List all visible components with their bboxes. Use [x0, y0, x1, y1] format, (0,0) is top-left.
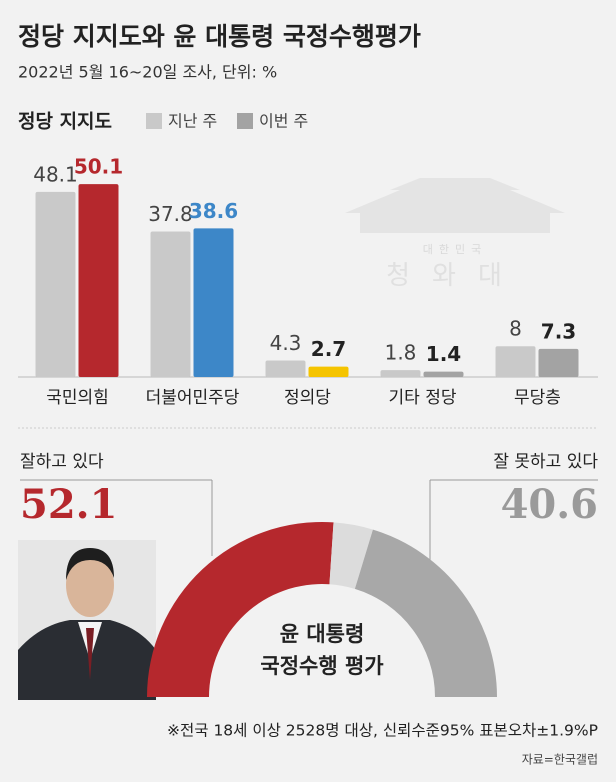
value-label: 48.1 [33, 162, 78, 186]
x-tick-label: 기타 정당 [389, 388, 457, 408]
bar [308, 366, 349, 377]
bar [380, 370, 421, 377]
x-tick-label: 국민의힘 [46, 388, 109, 408]
value-label: 1.4 [426, 342, 461, 366]
footnote: ※전국 18세 이상 2528명 대상, 신뢰수준95% 표본오차±1.9%P [167, 722, 598, 740]
value-label: 40.6 [501, 481, 598, 528]
bar [265, 360, 306, 377]
legend-label: 이번 주 [259, 112, 308, 131]
bar [35, 191, 76, 377]
subtitle: 2022년 5월 16~20일 조사, 단위: % [18, 63, 277, 82]
value-label: 4.3 [270, 331, 302, 355]
x-tick-label: 정의당 [284, 388, 331, 408]
value-label: 8 [509, 317, 522, 341]
value-label: 7.3 [541, 319, 576, 343]
watermark-small: 대한민국 [423, 243, 487, 256]
value-label: 1.8 [385, 341, 417, 365]
photo [18, 540, 156, 700]
source: 자료=한국갤럽 [522, 753, 598, 767]
category-label: 잘 못하고 있다 [493, 452, 598, 472]
bar [150, 231, 191, 377]
bar [78, 184, 119, 377]
value-label: 2.7 [311, 337, 346, 361]
legend-swatch [237, 113, 253, 129]
gauge-segment [329, 522, 373, 589]
bar [495, 346, 536, 377]
gauge-title: 윤 대통령 [280, 622, 365, 646]
legend-swatch [146, 113, 162, 129]
bar [423, 371, 464, 377]
watermark-building [345, 178, 565, 233]
bar [538, 348, 579, 377]
gauge-segment [354, 529, 497, 697]
legend-label: 지난 주 [168, 112, 217, 131]
bar [193, 228, 234, 377]
gauge-segment [147, 522, 334, 697]
bar-chart-title: 정당 지지도 [18, 111, 112, 133]
value-label: 38.6 [189, 199, 238, 223]
x-tick-label: 무당층 [514, 388, 561, 408]
value-label: 50.1 [74, 155, 123, 179]
value-label: 37.8 [148, 202, 193, 226]
category-label: 잘하고 있다 [20, 452, 104, 472]
value-label: 52.1 [20, 481, 117, 528]
title: 정당 지지도와 윤 대통령 국정수행평가 [18, 22, 421, 51]
gauge-title: 국정수행 평가 [260, 654, 384, 678]
watermark-large: 청와대 [386, 261, 524, 291]
x-tick-label: 더불어민주당 [146, 388, 240, 408]
